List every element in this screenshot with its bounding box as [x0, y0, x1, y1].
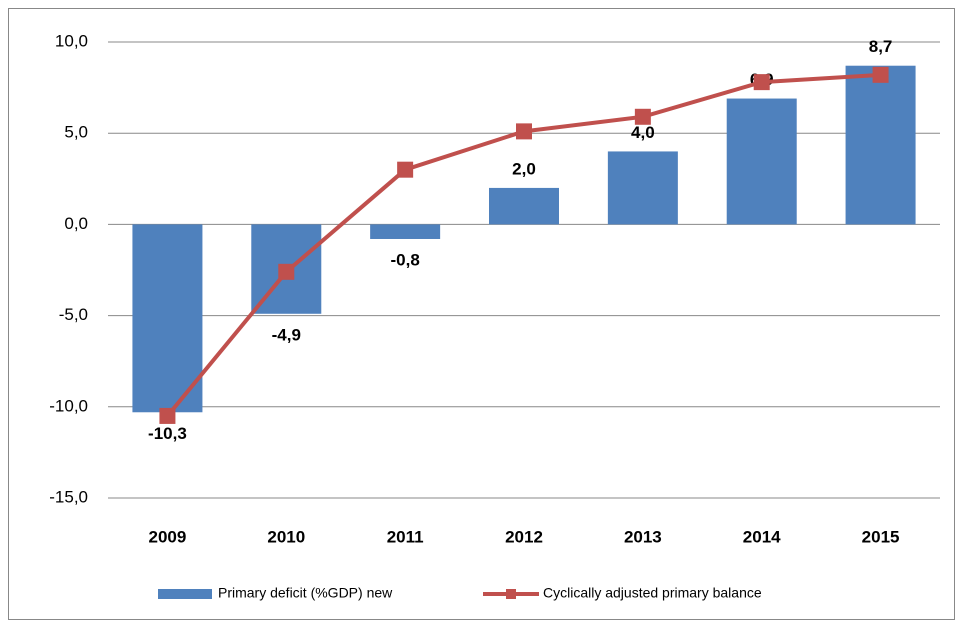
line-marker: [278, 263, 295, 280]
x-tick-label: 2015: [862, 527, 900, 546]
line-marker: [516, 123, 532, 140]
value-label: 2,0: [512, 159, 536, 178]
line-marker: [753, 74, 770, 91]
legend-swatch: [506, 589, 516, 599]
y-tick-label: 5,0: [64, 123, 88, 142]
legend-label: Cyclically adjusted primary balance: [543, 585, 762, 601]
bar: [489, 187, 559, 225]
bar: [845, 65, 916, 225]
line-marker: [397, 161, 414, 178]
x-tick-label: 2009: [149, 527, 187, 546]
value-label: 4,0: [631, 123, 655, 142]
y-tick-label: -15,0: [49, 487, 88, 506]
y-tick-label: -10,0: [49, 396, 88, 415]
y-tick-label: 10,0: [55, 31, 88, 50]
x-tick-label: 2010: [267, 527, 305, 546]
bar: [726, 98, 797, 225]
value-label: -10,3: [148, 424, 187, 443]
line-marker: [159, 407, 176, 424]
x-tick-label: 2011: [387, 527, 424, 546]
value-label: 8,7: [869, 37, 893, 56]
y-tick-label: -5,0: [59, 305, 88, 324]
x-tick-label: 2013: [624, 527, 662, 546]
value-label: -0,8: [390, 250, 419, 269]
legend-swatch: [158, 589, 212, 599]
value-label: -4,9: [272, 325, 301, 344]
x-tick-label: 2014: [743, 527, 781, 546]
legend-label: Primary deficit (%GDP) new: [218, 585, 393, 601]
line-marker: [872, 66, 889, 83]
x-tick-label: 2012: [505, 527, 543, 546]
bar: [607, 151, 678, 225]
line-marker: [634, 108, 651, 125]
bar: [132, 224, 203, 413]
y-tick-label: 0,0: [64, 214, 88, 233]
bar: [370, 224, 441, 239]
